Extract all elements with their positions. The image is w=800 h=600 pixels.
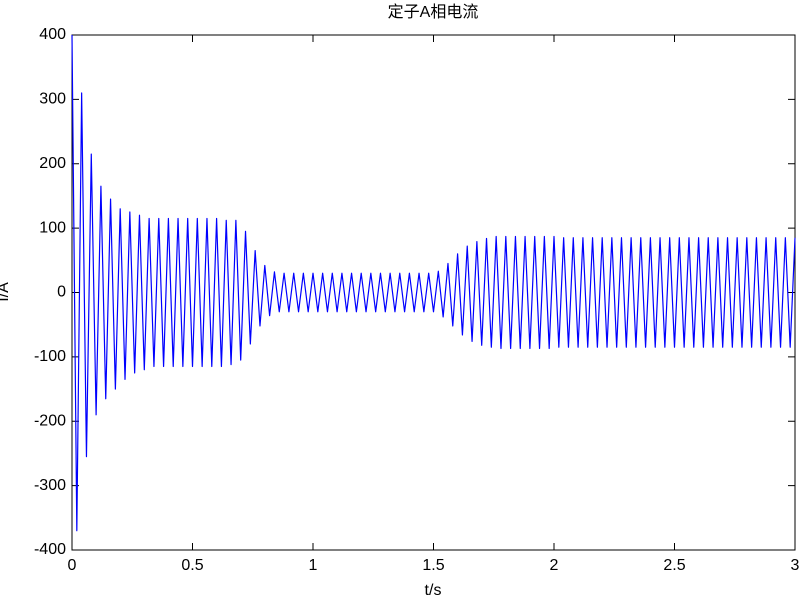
x-tick-label: 3 xyxy=(791,557,800,574)
x-tick-label: 1.5 xyxy=(422,557,444,574)
chart-title: 定子A相电流 xyxy=(388,3,479,21)
x-tick-label: 2 xyxy=(550,557,559,574)
x-tick-label: 0.5 xyxy=(181,557,203,574)
y-tick-label: 100 xyxy=(39,219,66,236)
y-tick-label: -300 xyxy=(34,477,66,494)
y-tick-label: -400 xyxy=(34,541,66,558)
plot-box xyxy=(71,34,796,551)
y-tick-label: -200 xyxy=(34,412,66,429)
x-tick-label: 0 xyxy=(68,557,77,574)
y-tick-label: 200 xyxy=(39,155,66,172)
x-axis-label: t/s xyxy=(425,582,442,599)
y-tick-label: 0 xyxy=(57,284,66,301)
data-line xyxy=(71,34,796,532)
x-tick-label: 1 xyxy=(309,557,318,574)
y-axis-label: I/A xyxy=(0,282,12,302)
y-tick-label: 400 xyxy=(39,26,66,43)
x-tick-label: 2.5 xyxy=(663,557,685,574)
y-tick-label: 300 xyxy=(39,91,66,108)
y-tick-label: -100 xyxy=(34,348,66,365)
